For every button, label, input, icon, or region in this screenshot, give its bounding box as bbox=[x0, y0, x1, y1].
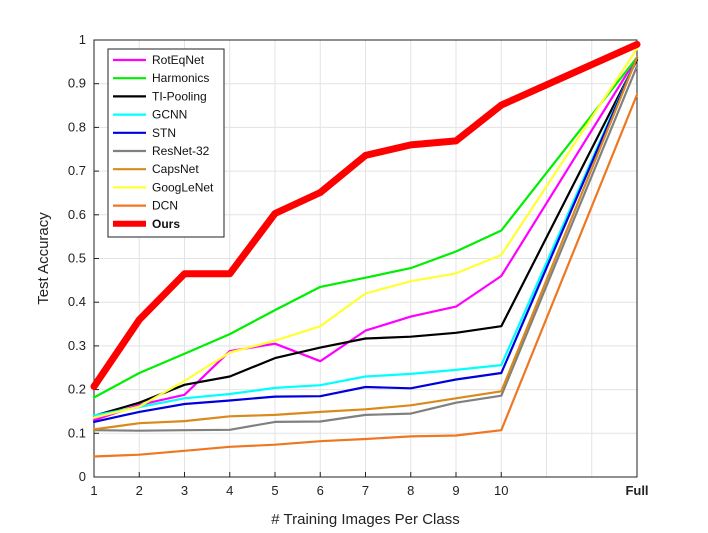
y-tick-label: 0.1 bbox=[68, 425, 86, 440]
x-tick-label: 2 bbox=[136, 483, 143, 498]
y-tick-label: 0.8 bbox=[68, 119, 86, 134]
legend-label: RotEqNet bbox=[152, 53, 205, 67]
series-line-ours bbox=[90, 40, 641, 390]
legend-label: Ours bbox=[152, 217, 180, 231]
series-line-harmonics bbox=[92, 56, 639, 399]
x-tick-label: 7 bbox=[362, 483, 369, 498]
y-tick-label: 0.6 bbox=[68, 207, 86, 222]
series-line-capsnet bbox=[92, 56, 639, 431]
legend-label: ResNet-32 bbox=[152, 144, 210, 158]
y-tick-label: 1 bbox=[79, 32, 86, 47]
x-tick-label: 9 bbox=[452, 483, 459, 498]
series-line-ti-pooling bbox=[92, 58, 639, 417]
y-tick-label: 0.9 bbox=[68, 76, 86, 91]
x-tick-label: 4 bbox=[226, 483, 233, 498]
x-tick-label: 6 bbox=[317, 483, 324, 498]
legend: RotEqNet Harmonics TI-Pooling GCNN STN ResNet… bbox=[107, 48, 225, 238]
series-lines bbox=[90, 40, 641, 458]
legend-label: GCNN bbox=[152, 108, 187, 122]
series-line-googlenet bbox=[92, 47, 639, 419]
y-tick-label: 0 bbox=[79, 469, 86, 484]
x-tick-label: 3 bbox=[181, 483, 188, 498]
legend-label: DCN bbox=[152, 199, 178, 213]
series-line-resnet-32 bbox=[92, 65, 639, 432]
y-tick-label: 0.7 bbox=[68, 163, 86, 178]
series-line-roteqnet bbox=[92, 56, 639, 422]
y-tick-label: 0.4 bbox=[68, 294, 86, 309]
x-axis-label: # Training Images Per Class bbox=[271, 511, 459, 528]
x-tick-label: 8 bbox=[407, 483, 414, 498]
y-tick-label: 0.3 bbox=[68, 338, 86, 353]
x-tick-label: Full bbox=[625, 483, 648, 498]
y-axis-label: Test Accuracy bbox=[35, 212, 52, 305]
legend-label: CapsNet bbox=[152, 162, 199, 176]
legend-label: GoogLeNet bbox=[152, 180, 214, 194]
y-tick-label: 0.2 bbox=[68, 382, 86, 397]
legend-box bbox=[107, 48, 225, 238]
x-tick-label: 10 bbox=[494, 483, 508, 498]
series-line-gcnn bbox=[92, 56, 639, 417]
legend-label: Harmonics bbox=[152, 71, 209, 85]
legend-label: STN bbox=[152, 126, 176, 140]
x-tick-label: 5 bbox=[271, 483, 278, 498]
legend-label: TI-Pooling bbox=[152, 89, 207, 103]
series-line-dcn bbox=[92, 93, 639, 458]
x-tick-label: 1 bbox=[90, 483, 97, 498]
axis-ticks: 1 2 3 4 5 6 7 8 9 10 Full 0 0.1 0.2 0.3 0.4 0.5 0.6 0.7 0.8… bbox=[68, 32, 649, 498]
y-tick-label: 0.5 bbox=[68, 251, 86, 266]
series-line-stn bbox=[92, 56, 639, 423]
